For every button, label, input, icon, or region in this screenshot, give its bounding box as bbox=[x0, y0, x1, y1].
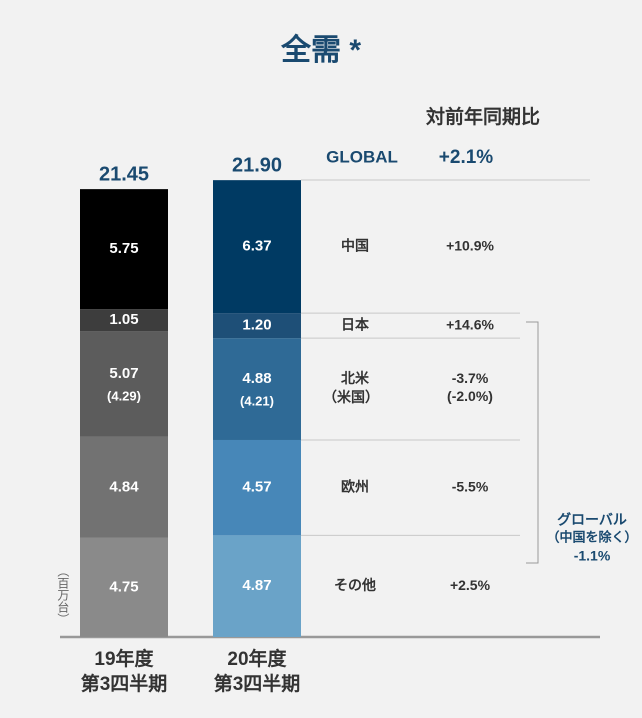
bracket-label: グローバル bbox=[557, 512, 627, 528]
change-label: -5.5% bbox=[452, 478, 489, 494]
sub-change-label: (-2.0%) bbox=[447, 388, 493, 404]
value-label: 4.57 bbox=[242, 479, 271, 496]
region-label: 中国 bbox=[341, 237, 369, 253]
value-label: 4.88 bbox=[242, 370, 271, 387]
bar-segment bbox=[80, 537, 168, 637]
x-tick-label: 19年度 第3四半期 bbox=[80, 649, 168, 695]
value-label: 1.05 bbox=[109, 311, 138, 328]
unit-label: （百万台） bbox=[56, 565, 70, 625]
value-label: 1.20 bbox=[242, 317, 271, 334]
bar-segment bbox=[213, 439, 301, 536]
bar-segment bbox=[213, 313, 301, 339]
total-label: 21.90 bbox=[232, 154, 282, 176]
bracket bbox=[526, 321, 539, 564]
change-label: -3.7% bbox=[452, 370, 489, 386]
bracket-sublabel: （中国を除く） bbox=[546, 529, 637, 544]
sub-value-label: (4.29) bbox=[107, 388, 141, 403]
region-label: 日本 bbox=[341, 316, 370, 332]
global-name: GLOBAL bbox=[326, 147, 398, 166]
bar-segment bbox=[213, 180, 301, 314]
value-label: 5.07 bbox=[109, 365, 138, 382]
bar-segment bbox=[213, 535, 301, 637]
change-label: +2.5% bbox=[450, 577, 491, 593]
x-tick-label: 20年度 第3四半期 bbox=[213, 649, 301, 695]
value-label: 4.87 bbox=[242, 577, 271, 594]
chart-title: 全需 * bbox=[280, 33, 361, 67]
value-label: 6.37 bbox=[242, 238, 271, 255]
bar-segment bbox=[213, 338, 301, 440]
region-label: 欧州 bbox=[341, 478, 369, 494]
region-label: その他 bbox=[334, 577, 376, 593]
region-label: 北米 bbox=[341, 370, 370, 386]
region-sublabel: （米国） bbox=[323, 389, 379, 405]
global-change: +2.1% bbox=[439, 147, 494, 168]
bar-segment bbox=[80, 436, 168, 538]
value-label: 4.84 bbox=[109, 478, 139, 495]
value-label: 4.75 bbox=[109, 578, 138, 595]
sub-value-label: (4.21) bbox=[240, 394, 274, 409]
bracket-change: -1.1% bbox=[574, 548, 611, 564]
bar-segment bbox=[80, 189, 168, 310]
change-label: +10.9% bbox=[446, 237, 494, 253]
change-label: +14.6% bbox=[446, 316, 494, 332]
bar-segment bbox=[80, 309, 168, 332]
change-header: 対前年同期比 bbox=[425, 105, 540, 128]
value-label: 5.75 bbox=[109, 240, 138, 257]
bar-segment bbox=[80, 331, 168, 437]
total-label: 21.45 bbox=[99, 163, 149, 185]
